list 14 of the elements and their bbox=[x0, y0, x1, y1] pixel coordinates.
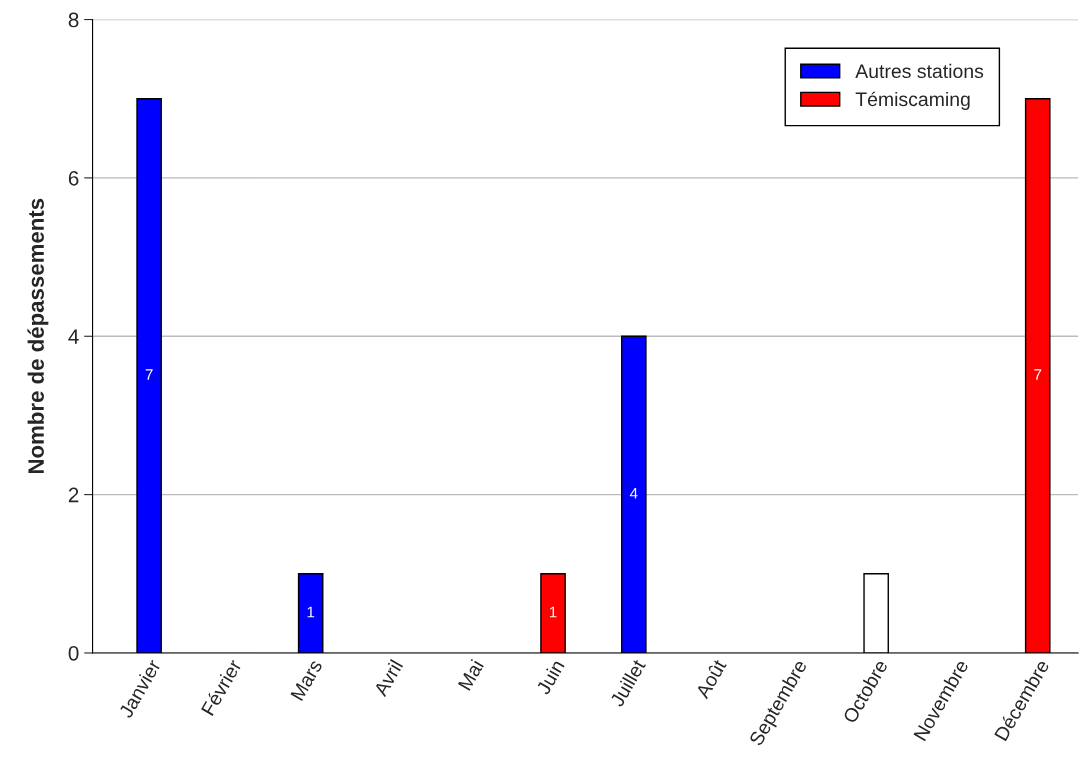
data-label: 1 bbox=[307, 606, 315, 618]
legend-label: Autres stations bbox=[855, 63, 984, 79]
legend-label: Témiscaming bbox=[855, 91, 970, 111]
data-label: 7 bbox=[145, 369, 153, 380]
x-tick-label: Mai bbox=[457, 658, 484, 691]
y-axis-title: Nombre de dépassements bbox=[27, 198, 49, 474]
y-tick-label: 2 bbox=[68, 487, 79, 503]
y-tick-label: 6 bbox=[68, 170, 79, 186]
data-label: 7 bbox=[1034, 369, 1042, 380]
data-label: 1 bbox=[549, 606, 557, 618]
y-tick-label: 8 bbox=[68, 12, 79, 28]
y-tick-label: 0 bbox=[68, 645, 79, 661]
y-tick-label: 4 bbox=[68, 329, 79, 344]
data-label: 4 bbox=[629, 488, 638, 499]
